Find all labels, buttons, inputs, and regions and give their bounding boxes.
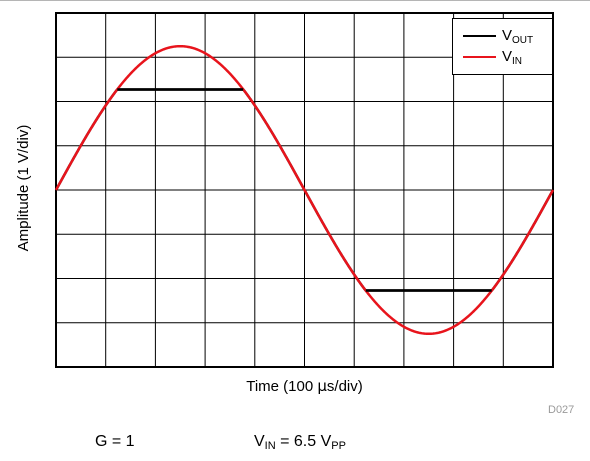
vin-condition: VIN = 6.5 VPP bbox=[254, 433, 346, 452]
legend-label-vout: VOUT bbox=[502, 27, 534, 46]
legend-label-vin: VIN bbox=[502, 48, 523, 67]
figure-id: D027 bbox=[548, 404, 575, 416]
gain-condition: G = 1 bbox=[95, 433, 135, 450]
top-rule bbox=[0, 0, 590, 1]
legend-swatch-vin bbox=[463, 56, 496, 58]
y-axis-label: Amplitude (1 V/div) bbox=[15, 124, 32, 252]
vout-clipped-segments bbox=[117, 88, 492, 292]
vin-series-line bbox=[54, 44, 555, 336]
legend-swatch-vout bbox=[463, 35, 496, 37]
x-axis-label: Time (100 μs/div) bbox=[246, 377, 363, 395]
legend: VOUT VIN bbox=[452, 18, 553, 75]
legend-item-vout: VOUT bbox=[463, 26, 553, 46]
legend-item-vin: VIN bbox=[463, 47, 553, 67]
